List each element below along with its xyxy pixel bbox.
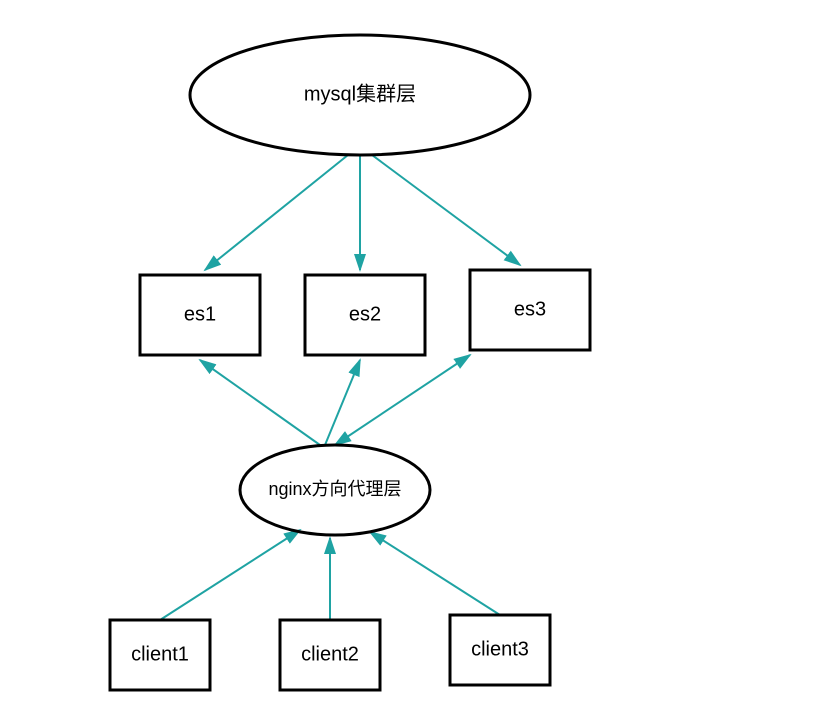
edge-client3-nginx: [370, 532, 500, 615]
node-nginx-label: nginx方向代理层: [268, 479, 401, 499]
node-es1-label: es1: [184, 303, 216, 325]
edges-layer: [160, 155, 520, 620]
node-client2-label: client2: [301, 643, 359, 665]
edge-mysql-es3: [372, 155, 520, 265]
node-es3-label: es3: [514, 298, 546, 320]
node-mysql-label: mysql集群层: [304, 82, 416, 105]
edge-client1-nginx: [160, 530, 300, 620]
edge-nginx-es3: [335, 355, 470, 445]
edge-mysql-es1: [205, 155, 348, 270]
node-es2-label: es2: [349, 303, 381, 325]
edge-nginx-es1: [200, 360, 320, 445]
node-client1-label: client1: [131, 643, 189, 665]
node-client3-label: client3: [471, 638, 529, 660]
